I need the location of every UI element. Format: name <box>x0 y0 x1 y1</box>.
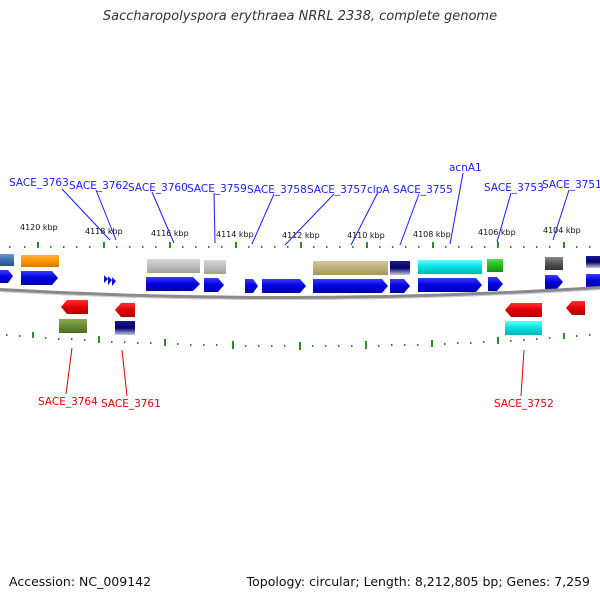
gene-label-acna1[interactable]: acnA1 <box>449 162 482 174</box>
forward-cog-blocks <box>0 254 600 275</box>
gene-label-sace-3753[interactable]: SACE_3753 <box>484 182 544 194</box>
kbp-label-4110: 4110 kbp <box>347 231 385 240</box>
kbp-label-4118: 4118 kbp <box>85 227 123 236</box>
cog-block[interactable] <box>0 254 14 266</box>
kbp-label-4108: 4108 kbp <box>413 230 451 239</box>
cog-block[interactable] <box>115 321 135 335</box>
gene-label-sace-3751[interactable]: SACE_3751 <box>542 179 600 191</box>
reverse-cds-track <box>61 300 585 317</box>
gene-label-sace-3764[interactable]: SACE_3764 <box>38 396 98 408</box>
forward-gene-labels: SACE_3763 SACE_3762 SACE_3760 SACE_3759 … <box>9 162 600 196</box>
cog-block[interactable] <box>313 261 388 275</box>
topology-text: Topology: circular; Length: 8,212,805 bp… <box>246 574 590 589</box>
forward-cds-track <box>0 270 600 293</box>
gene-label-sace-3762[interactable]: SACE_3762 <box>69 180 129 192</box>
accession-text: Accession: NC_009142 <box>9 574 152 589</box>
reverse-leader-lines <box>65 347 525 397</box>
kbp-label-4104: 4104 kbp <box>543 226 581 235</box>
reverse-cog-blocks <box>59 319 542 335</box>
kbp-label-4106: 4106 kbp <box>478 228 516 237</box>
inner-tick-row <box>6 332 591 350</box>
cds-arrow[interactable] <box>21 271 58 285</box>
cog-block[interactable] <box>390 261 410 275</box>
cds-arrow[interactable] <box>0 270 13 283</box>
genome-backbone <box>0 286 600 301</box>
cds-arrow[interactable] <box>61 300 88 314</box>
gene-label-sace-3759[interactable]: SACE_3759 <box>187 183 247 195</box>
cds-arrow[interactable] <box>112 277 116 286</box>
gene-label-sace-3758[interactable]: SACE_3758 <box>247 184 307 196</box>
cds-arrow[interactable] <box>545 275 563 289</box>
cog-block[interactable] <box>21 255 59 267</box>
gene-label-sace-3752[interactable]: SACE_3752 <box>494 398 554 410</box>
cds-arrow[interactable] <box>505 303 542 317</box>
map-title: Saccharopolyspora erythraea NRRL 2338, c… <box>102 9 498 24</box>
cds-arrow[interactable] <box>586 274 600 287</box>
gene-label-sace-3763[interactable]: SACE_3763 <box>9 177 69 189</box>
cds-arrow[interactable] <box>390 279 410 293</box>
cds-arrow[interactable] <box>313 279 388 293</box>
gene-label-sace-3761[interactable]: SACE_3761 <box>101 398 161 410</box>
kbp-label-4120: 4120 kbp <box>20 223 58 232</box>
kbp-label-4114: 4114 kbp <box>216 230 254 239</box>
cds-arrow[interactable] <box>146 277 200 291</box>
cog-block[interactable] <box>505 321 542 335</box>
cds-arrow[interactable] <box>204 278 224 292</box>
gene-label-clpa[interactable]: clpA <box>367 184 390 196</box>
cds-arrow[interactable] <box>566 301 585 315</box>
cds-arrow[interactable] <box>262 279 306 293</box>
cog-block[interactable] <box>487 259 503 272</box>
cds-arrow[interactable] <box>245 279 258 293</box>
gene-label-sace-3755[interactable]: SACE_3755 <box>393 184 453 196</box>
cds-arrow[interactable] <box>488 277 503 291</box>
cds-arrow[interactable] <box>115 303 135 317</box>
gene-label-sace-3757[interactable]: SACE_3757 <box>307 184 367 196</box>
cog-block[interactable] <box>59 319 87 333</box>
cds-arrow[interactable] <box>418 278 482 292</box>
reverse-gene-labels: SACE_3764 SACE_3761 SACE_3752 <box>38 396 554 410</box>
kbp-scale-labels: 4120 kbp 4118 kbp 4116 kbp 4114 kbp 4112… <box>20 223 581 240</box>
kbp-label-4112: 4112 kbp <box>282 231 320 240</box>
outer-tick-row <box>9 242 591 248</box>
forward-leader-lines <box>61 172 570 246</box>
cog-block[interactable] <box>545 257 563 270</box>
backbone-highlight <box>0 289 600 301</box>
gene-label-sace-3760[interactable]: SACE_3760 <box>128 182 188 194</box>
cog-block[interactable] <box>586 256 600 268</box>
cog-block[interactable] <box>418 260 482 274</box>
cog-block[interactable] <box>147 259 200 273</box>
cog-block[interactable] <box>204 260 226 274</box>
cds-arrow[interactable] <box>108 276 112 285</box>
cds-arrow[interactable] <box>104 275 108 283</box>
